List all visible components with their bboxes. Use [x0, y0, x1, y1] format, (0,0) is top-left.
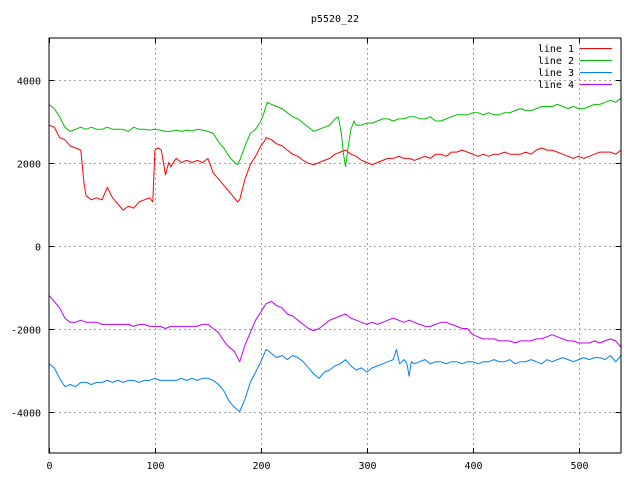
series-line-3: [48, 348, 622, 412]
y-tick-label: 2000: [17, 160, 41, 171]
y-tick-label: 0: [35, 243, 41, 254]
series-layer: [48, 97, 622, 412]
x-tick-label: 500: [570, 461, 588, 472]
chart-title: p5520_22: [311, 14, 359, 25]
y-tick-label: 4000: [17, 77, 41, 88]
y-tick-label: -2000: [11, 326, 41, 337]
plot-frame: [48, 37, 622, 454]
legend-label: line 2: [538, 56, 574, 67]
grid-layer: [49, 38, 621, 453]
legend-label: line 4: [538, 80, 574, 91]
x-tick-label: 0: [46, 461, 52, 472]
series-line-1: [48, 124, 622, 211]
x-tick-label: 400: [464, 461, 482, 472]
y-tick-label: -4000: [11, 409, 41, 420]
series-line-2: [48, 97, 622, 168]
legend-label: line 3: [538, 68, 574, 79]
x-tick-label: 200: [252, 461, 270, 472]
legend-label: line 1: [538, 44, 574, 55]
x-tick-label: 100: [146, 461, 164, 472]
series-line-4: [48, 294, 622, 363]
axis-layer: 0 100 200 300 400 500 -4000 -2000 0 2000 4000: [11, 38, 621, 472]
x-tick-label: 300: [358, 461, 376, 472]
